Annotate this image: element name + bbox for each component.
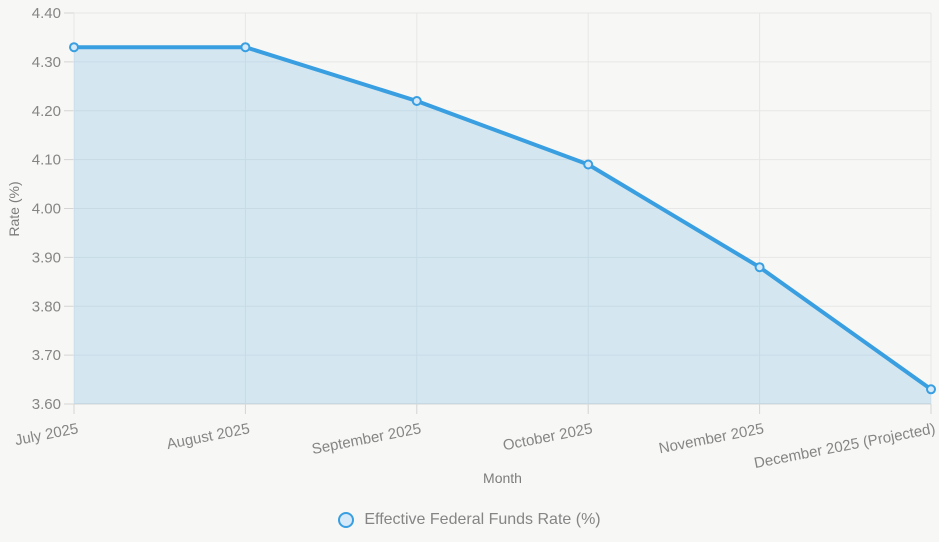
y-tick-label: 3.80: [32, 298, 61, 315]
y-tick-label: 3.90: [32, 249, 61, 266]
data-point[interactable]: [754, 262, 765, 273]
x-tick-label: November 2025: [657, 420, 765, 457]
data-point[interactable]: [69, 42, 79, 53]
y-axis-title: Rate (%): [6, 181, 22, 237]
chart-legend: Effective Federal Funds Rate (%): [0, 506, 939, 534]
y-tick-label: 3.60: [32, 396, 61, 413]
y-tick-label: 4.40: [32, 5, 61, 22]
x-tick-label: December 2025 (Projected): [753, 420, 937, 472]
legend-series-label[interactable]: Effective Federal Funds Rate (%): [364, 511, 601, 528]
data-point[interactable]: [411, 96, 422, 106]
x-tick-label: August 2025: [165, 420, 251, 453]
data-point[interactable]: [240, 42, 251, 53]
x-tick-label: October 2025: [501, 420, 593, 454]
series-line: [72, 45, 933, 392]
series-area-fill: [74, 47, 931, 404]
y-tick-label: 4.10: [32, 152, 61, 169]
x-axis-title: Month: [483, 470, 522, 486]
x-tick-label: July 2025: [13, 420, 79, 449]
x-tick-label: September 2025: [310, 420, 422, 458]
y-tick-label: 4.00: [32, 201, 61, 218]
data-point[interactable]: [583, 159, 594, 170]
y-tick-label: 3.70: [32, 347, 61, 364]
data-point[interactable]: [926, 384, 936, 395]
y-tick-label: 4.30: [32, 54, 61, 71]
legend-series-marker-icon[interactable]: [338, 512, 355, 528]
y-tick-label: 4.20: [32, 103, 61, 120]
